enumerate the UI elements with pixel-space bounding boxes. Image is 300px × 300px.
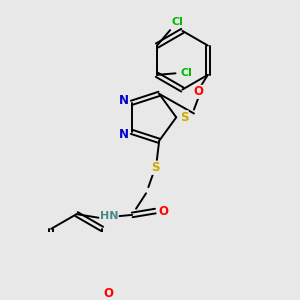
- Text: Cl: Cl: [180, 68, 192, 78]
- Text: N: N: [119, 94, 129, 107]
- Text: S: S: [180, 111, 188, 124]
- Text: N: N: [119, 128, 129, 141]
- Text: S: S: [151, 161, 160, 174]
- Text: Cl: Cl: [171, 17, 183, 27]
- Text: O: O: [103, 287, 113, 300]
- Text: O: O: [158, 205, 168, 218]
- Text: O: O: [194, 85, 204, 98]
- Text: HN: HN: [100, 212, 118, 221]
